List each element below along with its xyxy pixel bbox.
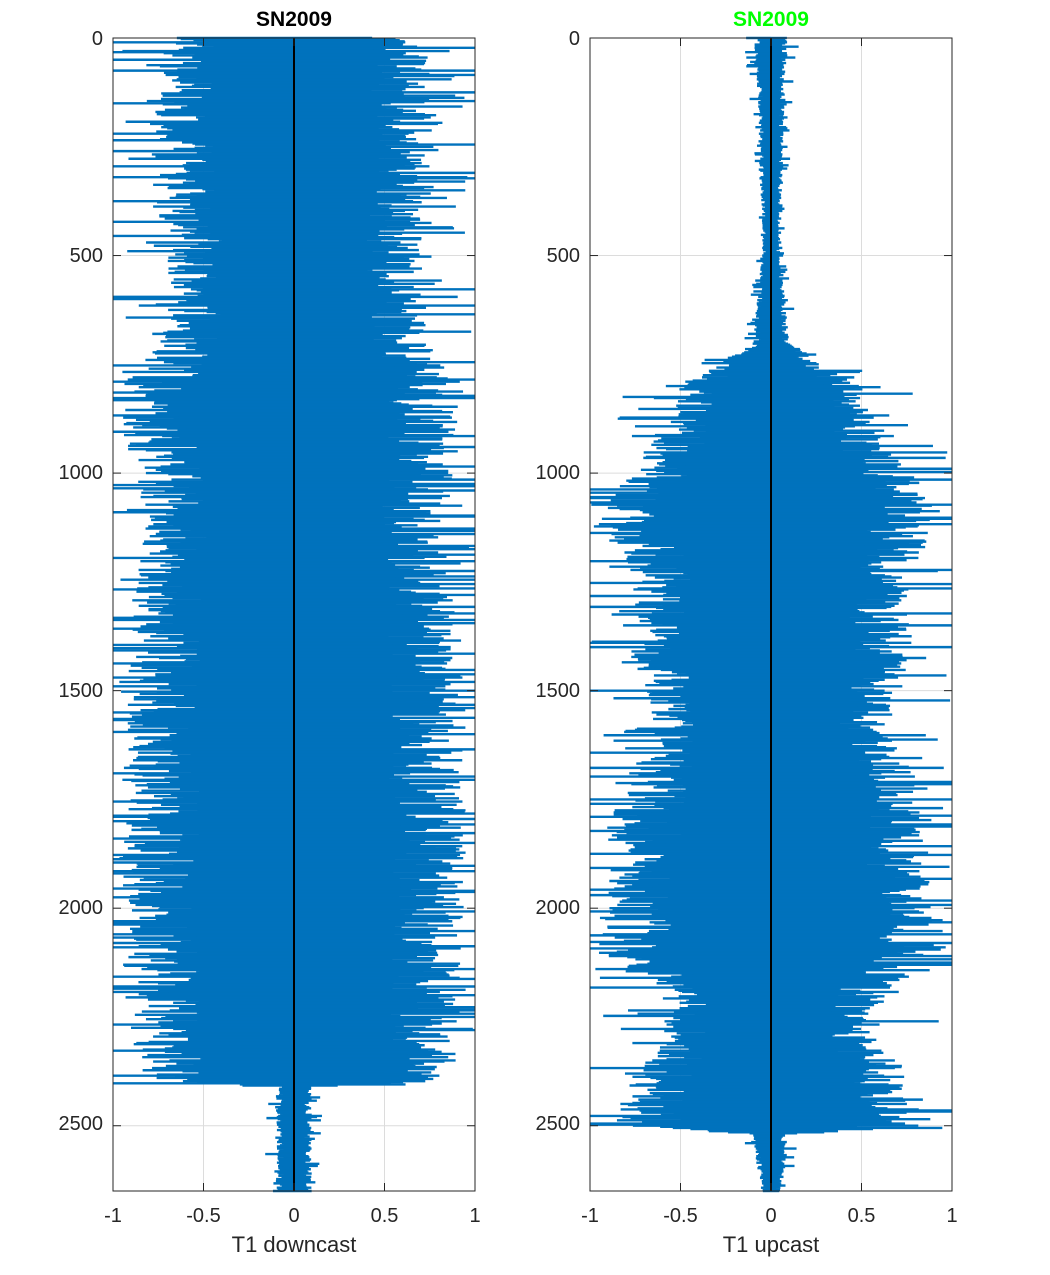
left-xtick-label: 1 [469,1205,480,1227]
right-ticks [589,37,953,1191]
right-xtick-labels: -1 -0.5 0 0.5 1 [581,1205,957,1227]
left-ytick-label: 0 [92,28,103,50]
left-bars [113,36,475,1193]
right-xtick-label: 0.5 [848,1205,876,1227]
left-ytick-label: 1000 [59,462,104,484]
right-bars [590,36,952,1193]
left-xtick-label: -0.5 [186,1205,220,1227]
left-ticks [112,37,476,1191]
right-chart-title: SN2009 [733,8,809,31]
left-x-axis-label: T1 downcast [232,1232,357,1257]
right-xtick-label: -1 [581,1205,599,1227]
left-xtick-labels: -1 -0.5 0 0.5 1 [104,1205,480,1227]
right-ytick-label: 1000 [536,462,581,484]
left-panel: -1 -0.5 0 0.5 1 0 500 1000 1500 2000 250… [59,8,481,1257]
left-ytick-label: 2500 [59,1113,104,1135]
right-ytick-label: 1500 [536,680,581,702]
left-xtick-label: 0 [288,1205,299,1227]
right-ytick-label: 0 [569,28,580,50]
right-ytick-label: 2500 [536,1113,581,1135]
right-ytick-labels: 0 500 1000 1500 2000 2500 [536,28,581,1135]
left-chart-title: SN2009 [256,8,332,31]
left-xtick-label: -1 [104,1205,122,1227]
right-xtick-label: 0 [765,1205,776,1227]
left-ytick-labels: 0 500 1000 1500 2000 2500 [59,28,104,1135]
right-x-axis-label: T1 upcast [723,1232,820,1257]
right-panel: -1 -0.5 0 0.5 1 0 500 1000 1500 2000 250… [536,8,958,1257]
right-ytick-label: 2000 [536,897,581,919]
right-xtick-label: 1 [946,1205,957,1227]
left-ytick-label: 2000 [59,897,104,919]
left-ytick-label: 1500 [59,680,104,702]
left-xtick-label: 0.5 [371,1205,399,1227]
left-ytick-label: 500 [70,245,103,267]
right-xtick-label: -0.5 [663,1205,697,1227]
right-ytick-label: 500 [547,245,580,267]
